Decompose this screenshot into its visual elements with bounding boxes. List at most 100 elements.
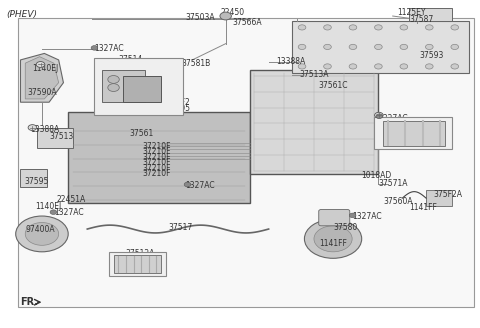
- Text: 375B1: 375B1: [159, 64, 183, 72]
- Text: 1327AC: 1327AC: [54, 208, 84, 217]
- Text: 37210F: 37210F: [142, 158, 171, 167]
- Text: 37587: 37587: [409, 15, 433, 24]
- Text: 37513: 37513: [49, 132, 73, 141]
- Circle shape: [16, 216, 68, 252]
- Text: 187905: 187905: [161, 104, 190, 113]
- Text: 37561: 37561: [129, 129, 154, 138]
- Circle shape: [425, 44, 433, 50]
- Text: 37566A: 37566A: [233, 18, 263, 27]
- Text: 1327AC: 1327AC: [185, 181, 215, 190]
- Circle shape: [374, 112, 383, 118]
- Text: (PHEV): (PHEV): [6, 10, 37, 18]
- Circle shape: [376, 114, 383, 118]
- Text: 22450: 22450: [221, 8, 245, 17]
- FancyBboxPatch shape: [102, 70, 144, 102]
- Circle shape: [324, 64, 331, 69]
- Circle shape: [298, 64, 306, 69]
- Text: 1141FF: 1141FF: [319, 239, 347, 248]
- Polygon shape: [25, 57, 59, 99]
- Text: 37517: 37517: [168, 223, 192, 232]
- FancyBboxPatch shape: [21, 169, 47, 187]
- Circle shape: [314, 226, 352, 252]
- Text: 37210F: 37210F: [142, 169, 171, 178]
- Circle shape: [184, 182, 191, 187]
- Text: 375F2A: 375F2A: [433, 190, 462, 199]
- Text: FR.: FR.: [21, 297, 38, 307]
- Text: 37210F: 37210F: [142, 164, 171, 173]
- Text: 37210F: 37210F: [142, 153, 171, 162]
- Text: 375F2: 375F2: [166, 98, 190, 107]
- Text: 37512A: 37512A: [125, 249, 155, 258]
- Text: 37583: 37583: [144, 80, 169, 89]
- Text: 37590A: 37590A: [28, 88, 57, 97]
- Text: 37210F: 37210F: [142, 142, 171, 151]
- Circle shape: [298, 25, 306, 30]
- Text: 13388A: 13388A: [276, 57, 305, 66]
- FancyBboxPatch shape: [37, 128, 73, 148]
- Text: 37503A: 37503A: [185, 13, 215, 22]
- FancyBboxPatch shape: [123, 76, 161, 102]
- Text: 37513A: 37513A: [300, 70, 329, 79]
- Circle shape: [349, 25, 357, 30]
- Text: 37595: 37595: [24, 177, 48, 186]
- Polygon shape: [21, 53, 63, 102]
- Text: 1327AC: 1327AC: [95, 44, 124, 53]
- Circle shape: [349, 64, 357, 69]
- Circle shape: [220, 12, 231, 20]
- Circle shape: [400, 44, 408, 50]
- FancyBboxPatch shape: [373, 117, 452, 149]
- Text: 37583: 37583: [130, 73, 155, 82]
- Circle shape: [425, 25, 433, 30]
- Text: 13388A: 13388A: [30, 125, 59, 134]
- Text: 1125EY: 1125EY: [397, 8, 426, 17]
- Circle shape: [400, 64, 408, 69]
- Circle shape: [349, 44, 357, 50]
- Circle shape: [108, 75, 119, 83]
- Circle shape: [304, 219, 362, 258]
- Circle shape: [374, 64, 382, 69]
- Circle shape: [374, 44, 382, 50]
- Circle shape: [25, 222, 59, 245]
- Text: 1018AD: 1018AD: [362, 171, 392, 180]
- Text: 37580: 37580: [333, 223, 357, 232]
- Circle shape: [108, 84, 119, 92]
- Text: 97400A: 97400A: [25, 225, 55, 234]
- Text: 1140EJ: 1140EJ: [35, 202, 61, 211]
- Text: 37584: 37584: [144, 86, 169, 95]
- Circle shape: [451, 25, 458, 30]
- Text: 37560A: 37560A: [383, 197, 413, 206]
- Circle shape: [36, 62, 45, 68]
- Circle shape: [400, 25, 408, 30]
- FancyBboxPatch shape: [68, 112, 250, 203]
- Circle shape: [28, 125, 36, 131]
- Text: 1327AC: 1327AC: [378, 114, 408, 123]
- Text: 37593: 37593: [419, 51, 444, 60]
- Text: 37514: 37514: [118, 55, 143, 64]
- FancyBboxPatch shape: [109, 252, 166, 276]
- Circle shape: [298, 44, 306, 50]
- Text: 1141FF: 1141FF: [409, 203, 437, 213]
- FancyBboxPatch shape: [426, 190, 452, 206]
- FancyBboxPatch shape: [114, 255, 161, 273]
- Text: 37581B: 37581B: [182, 59, 211, 68]
- Circle shape: [374, 25, 382, 30]
- FancyBboxPatch shape: [409, 8, 452, 21]
- Text: 1140EJ: 1140EJ: [33, 64, 59, 72]
- Circle shape: [349, 213, 356, 218]
- Text: 37561C: 37561C: [319, 81, 348, 91]
- Text: 22451A: 22451A: [56, 195, 85, 204]
- Text: 1327AC: 1327AC: [352, 212, 382, 220]
- Circle shape: [324, 44, 331, 50]
- Text: 37571A: 37571A: [378, 179, 408, 188]
- Circle shape: [451, 44, 458, 50]
- Circle shape: [91, 46, 98, 50]
- Circle shape: [324, 25, 331, 30]
- FancyBboxPatch shape: [250, 70, 378, 174]
- FancyBboxPatch shape: [292, 21, 469, 73]
- Circle shape: [50, 210, 57, 215]
- FancyBboxPatch shape: [18, 18, 474, 307]
- FancyBboxPatch shape: [383, 121, 445, 146]
- FancyBboxPatch shape: [319, 210, 350, 226]
- Circle shape: [451, 64, 458, 69]
- Text: 37210F: 37210F: [142, 147, 171, 156]
